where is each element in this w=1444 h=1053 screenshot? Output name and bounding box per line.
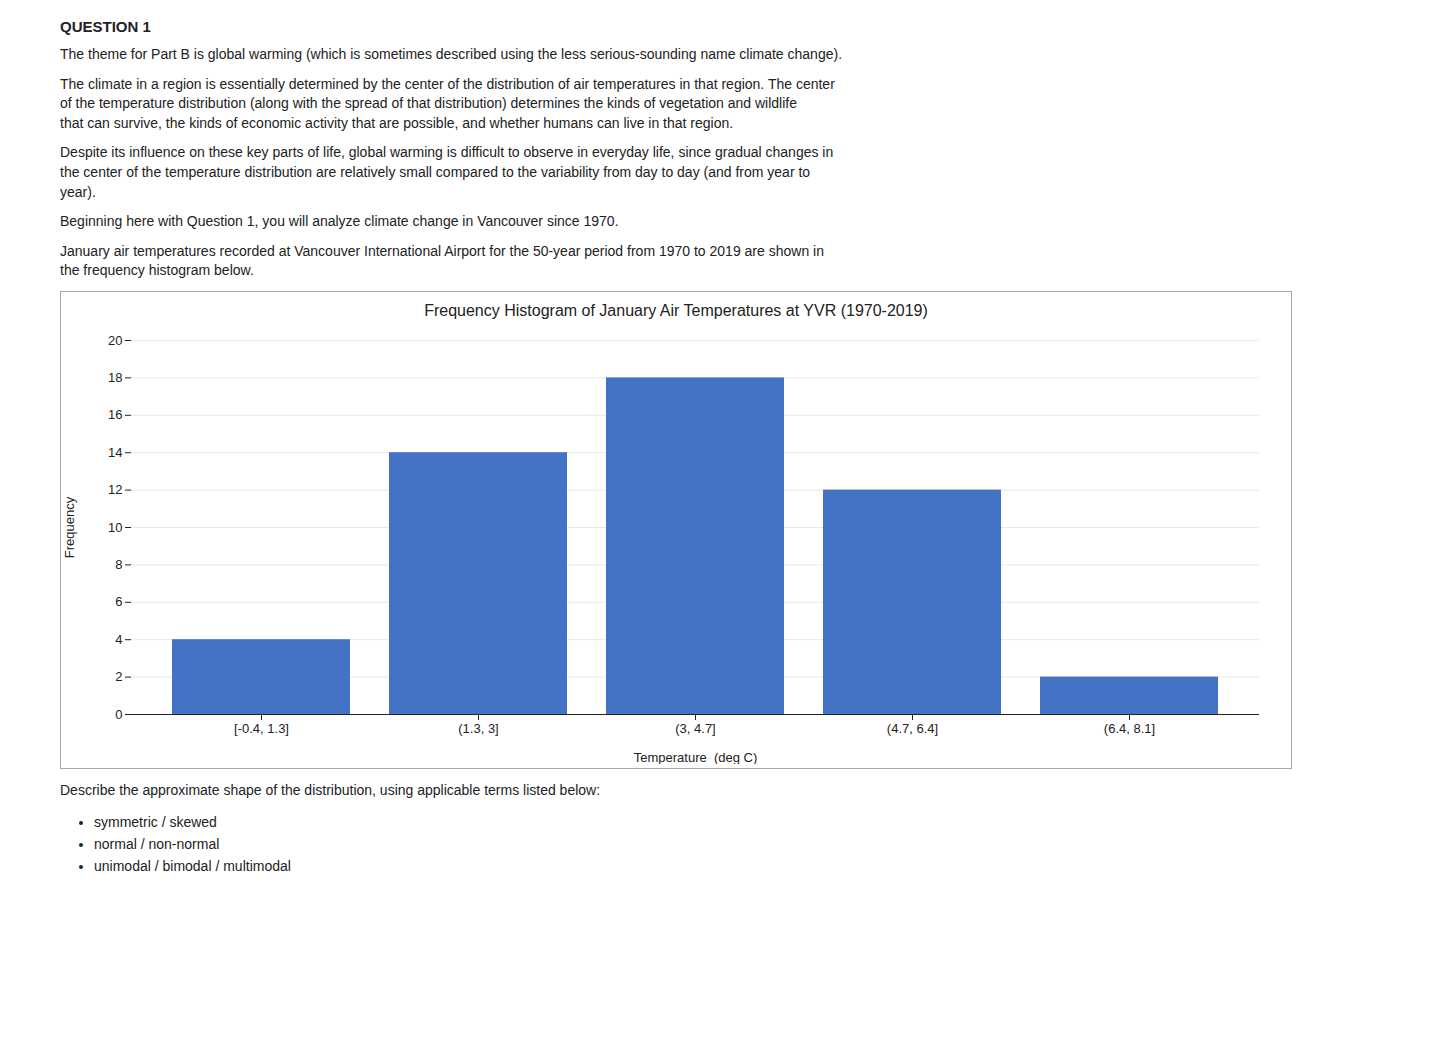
svg-text:6: 6 <box>115 594 122 609</box>
svg-text:(1.3, 3]: (1.3, 3] <box>458 721 498 736</box>
html-text:The theme for Part B is global: The theme for Part B is global warming (… <box>60 46 842 62</box>
html-text:Beginning here with Question 1: Beginning here with Question 1, you will… <box>60 213 619 230</box>
html-text:Describe the approximate shape: Describe the approximate shape of the di… <box>60 781 601 798</box>
svg-text:18: 18 <box>108 370 122 385</box>
html-text:QUESTION 1: QUESTION 1 <box>60 18 151 35</box>
svg-text:16: 16 <box>108 407 122 422</box>
html-text:Despite its influence on these: Despite its influence on these key parts… <box>60 144 834 200</box>
svg-text:2: 2 <box>115 669 122 684</box>
svg-text:(4.7, 6.4]: (4.7, 6.4] <box>887 721 938 736</box>
svg-text:0: 0 <box>115 707 122 722</box>
svg-text:(3, 4.7]: (3, 4.7] <box>675 721 715 736</box>
html-text:unimodal / bimodal / multimoda: unimodal / bimodal / multimodal <box>94 858 291 875</box>
svg-text:20: 20 <box>108 333 122 348</box>
svg-text:Temperature (deg C): Temperature (deg C) <box>634 749 758 764</box>
svg-text:Frequency: Frequency <box>62 496 77 558</box>
html-text:symmetric / skewed: symmetric / skewed <box>94 813 217 830</box>
html-text:Frequency Histogram of January: Frequency Histogram of January Air Tempe… <box>424 301 928 319</box>
svg-text:10: 10 <box>108 520 122 535</box>
html-text:January air temperatures recor: January air temperatures recorded at Van… <box>60 242 824 279</box>
html-text:The climate in a region is ess: The climate in a region is essentially d… <box>60 75 835 131</box>
svg-text:[-0.4, 1.3]: [-0.4, 1.3] <box>234 721 289 736</box>
svg-text:4: 4 <box>115 632 122 647</box>
html-text:normal / non-normal: normal / non-normal <box>94 835 220 852</box>
svg-text:8: 8 <box>115 557 122 572</box>
svg-text:14: 14 <box>108 445 122 460</box>
svg-text:(6.4, 8.1]: (6.4, 8.1] <box>1104 721 1155 736</box>
svg-text:12: 12 <box>108 482 122 497</box>
